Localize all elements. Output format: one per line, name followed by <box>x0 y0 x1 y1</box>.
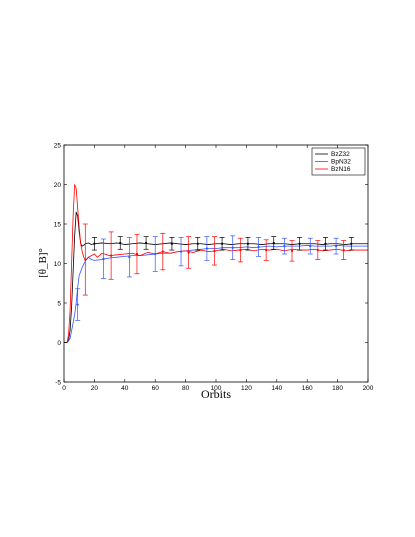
error-bar-BzN16 <box>211 236 217 266</box>
x-tick-label: 20 <box>91 385 99 392</box>
error-bar-point <box>84 258 87 261</box>
error-bar-BpN32 <box>204 236 210 261</box>
y-tick-label: 20 <box>54 182 62 189</box>
error-bar-BzN16 <box>134 233 140 275</box>
y-tick-label: 25 <box>54 142 62 149</box>
error-bar-point <box>205 247 208 250</box>
error-bar-BpN32 <box>75 288 81 321</box>
x-tick-label: 0 <box>62 385 66 392</box>
error-bar-BzZ32 <box>143 236 149 250</box>
error-bar-point <box>76 303 79 306</box>
error-bar-BzN16 <box>160 233 166 271</box>
error-bar-point <box>179 250 183 253</box>
error-bar-point <box>272 241 275 245</box>
error-bar-point <box>196 242 199 245</box>
error-bar-BpN32 <box>152 236 158 272</box>
error-bar-BpN32 <box>256 237 262 257</box>
error-bar-point <box>316 248 319 252</box>
error-bar-point <box>290 249 294 252</box>
error-bar-point <box>246 242 250 245</box>
y-tick-label: -5 <box>55 379 61 386</box>
error-bar-point <box>257 245 260 249</box>
error-bar-BzZ32 <box>91 237 97 251</box>
plot-area <box>64 184 368 343</box>
y-tick-label: 15 <box>54 221 62 228</box>
error-bar-BpN32 <box>281 237 287 255</box>
error-bar-BzN16 <box>186 236 192 269</box>
y-axis-title: [θ_B]° <box>37 248 49 278</box>
x-tick-label: 80 <box>182 385 190 392</box>
error-bar-point <box>119 241 122 245</box>
error-bar-BpN32 <box>126 237 132 278</box>
error-bar-BzN16 <box>237 237 243 263</box>
error-bar-BzZ32 <box>219 237 225 251</box>
error-bar-point <box>187 251 190 254</box>
error-bar-point <box>144 241 148 245</box>
error-bar-BzZ32 <box>245 237 251 251</box>
error-bar-point <box>128 256 131 259</box>
error-bar-BzZ32 <box>348 237 354 251</box>
error-bar-BzZ32 <box>297 237 303 251</box>
error-bar-point <box>110 254 113 257</box>
error-bar-BpN32 <box>333 237 339 255</box>
error-bar-BzN16 <box>289 240 295 262</box>
legend-label: BzN16 <box>331 166 351 173</box>
error-bar-point <box>213 249 216 252</box>
y-tick-label: 10 <box>54 261 62 268</box>
error-bar-point <box>239 248 242 252</box>
error-bar-BzZ32 <box>271 236 277 250</box>
error-bar-point <box>324 242 327 245</box>
error-bar-point <box>350 242 353 245</box>
x-tick-label: 160 <box>302 385 313 392</box>
error-bar-point <box>135 252 139 256</box>
error-bar-point <box>298 242 301 245</box>
error-bar-point <box>283 245 286 248</box>
error-bar-BzN16 <box>108 231 114 280</box>
series-line-BzZ32 <box>64 211 368 343</box>
error-bar-BpN32 <box>307 237 313 255</box>
error-bar-BzZ32 <box>169 237 175 251</box>
error-bar-point <box>220 242 224 245</box>
error-bar-BzZ32 <box>117 236 123 250</box>
error-bar-BzN16 <box>341 240 347 260</box>
x-tick-label: 120 <box>241 385 252 392</box>
error-bar-point <box>93 242 96 245</box>
error-bar-BzN16 <box>82 223 88 296</box>
error-bar-point <box>154 252 157 256</box>
error-bar-point <box>102 257 105 260</box>
error-bar-BpN32 <box>178 237 184 267</box>
legend-label: BpN32 <box>331 159 351 166</box>
error-bar-BpN32 <box>230 235 236 260</box>
x-tick-label: 200 <box>363 385 374 392</box>
error-bar-point <box>342 248 345 252</box>
error-bar-point <box>265 248 268 252</box>
x-axis-title: Orbits <box>201 387 231 401</box>
error-bar-BzZ32 <box>322 237 328 251</box>
error-bar-BzN16 <box>315 240 321 260</box>
x-tick-label: 100 <box>211 385 222 392</box>
error-bar-point <box>231 246 234 249</box>
x-tick-label: 60 <box>152 385 160 392</box>
error-bar-point <box>170 242 174 245</box>
error-bar-point <box>334 245 338 248</box>
legend-label: BzZ32 <box>331 151 350 158</box>
y-tick-label: 0 <box>57 340 61 347</box>
error-bar-BpN32 <box>101 238 107 279</box>
x-tick-label: 180 <box>332 385 343 392</box>
x-tick-label: 40 <box>121 385 129 392</box>
error-bar-point <box>161 250 164 253</box>
y-tick-label: 5 <box>57 300 61 307</box>
x-tick-label: 140 <box>271 385 282 392</box>
error-bar-point <box>309 245 312 248</box>
error-bar-BzN16 <box>263 239 269 261</box>
error-bar-BzZ32 <box>195 237 201 251</box>
